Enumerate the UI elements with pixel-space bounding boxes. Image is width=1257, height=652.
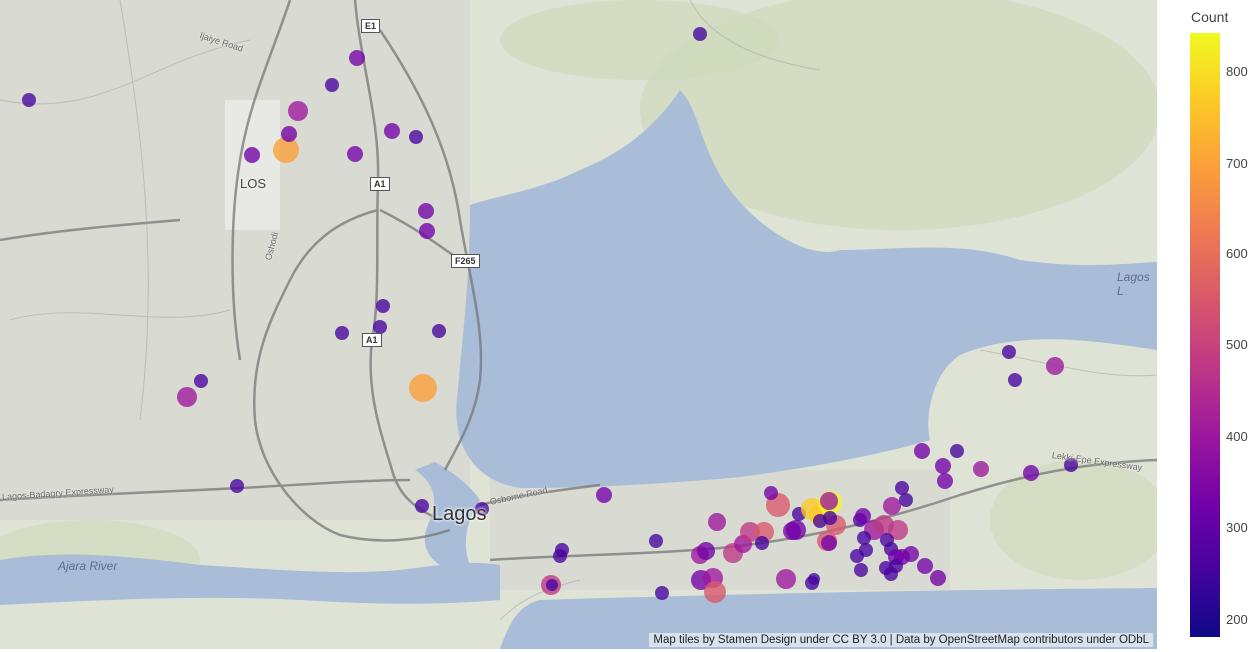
data-marker-56[interactable] bbox=[776, 569, 796, 589]
colorbar-gradient bbox=[1190, 33, 1220, 637]
data-marker-31[interactable] bbox=[708, 513, 726, 531]
data-marker-3[interactable] bbox=[349, 50, 365, 66]
data-marker-10[interactable] bbox=[384, 123, 400, 139]
data-marker-22[interactable] bbox=[415, 499, 429, 513]
data-marker-84[interactable] bbox=[950, 444, 964, 458]
data-marker-81[interactable] bbox=[914, 443, 930, 459]
road-shield-a1-south: A1 bbox=[362, 333, 382, 347]
colorbar-tick-600: 600 bbox=[1226, 246, 1248, 261]
data-marker-67[interactable] bbox=[857, 531, 871, 545]
data-marker-28[interactable] bbox=[546, 579, 558, 591]
data-marker-30[interactable] bbox=[655, 586, 669, 600]
road-shield-a1-north: A1 bbox=[370, 177, 390, 191]
colorbar-tick-400: 400 bbox=[1226, 429, 1248, 444]
data-marker-13[interactable] bbox=[419, 223, 435, 239]
data-marker-83[interactable] bbox=[937, 473, 953, 489]
data-marker-85[interactable] bbox=[973, 461, 989, 477]
data-marker-12[interactable] bbox=[418, 203, 434, 219]
data-marker-66[interactable] bbox=[899, 493, 913, 507]
data-marker-90[interactable] bbox=[1008, 373, 1022, 387]
data-marker-9[interactable] bbox=[347, 146, 363, 162]
map-view[interactable]: E1 A1 F265 A1 Ijaiye Road Oshodi Lagos-B… bbox=[0, 0, 1157, 649]
data-marker-36[interactable] bbox=[704, 581, 726, 603]
data-marker-86[interactable] bbox=[1023, 465, 1039, 481]
data-marker-24[interactable] bbox=[596, 487, 612, 503]
data-marker-75[interactable] bbox=[903, 546, 919, 562]
colorbar-tick-800: 800 bbox=[1226, 64, 1248, 79]
data-marker-87[interactable] bbox=[1064, 458, 1078, 472]
data-marker-11[interactable] bbox=[409, 130, 423, 144]
data-marker-78[interactable] bbox=[889, 559, 903, 573]
airport-label: LOS bbox=[240, 176, 267, 191]
road-shield-f265: F265 bbox=[451, 254, 480, 268]
data-marker-1[interactable] bbox=[22, 93, 36, 107]
colorbar-tick-200: 200 bbox=[1226, 612, 1248, 627]
data-marker-39[interactable] bbox=[740, 522, 760, 542]
data-marker-18[interactable] bbox=[194, 374, 208, 388]
data-marker-6[interactable] bbox=[273, 137, 299, 163]
data-marker-63[interactable] bbox=[888, 520, 908, 540]
data-marker-60[interactable] bbox=[855, 508, 871, 524]
data-marker-50[interactable] bbox=[820, 492, 838, 510]
data-marker-5[interactable] bbox=[288, 101, 308, 121]
river-label: Ajara River bbox=[58, 559, 118, 573]
data-marker-19[interactable] bbox=[177, 387, 197, 407]
data-marker-2[interactable] bbox=[693, 27, 707, 41]
data-marker-23[interactable] bbox=[475, 502, 489, 516]
data-marker-64[interactable] bbox=[883, 497, 901, 515]
data-marker-21[interactable] bbox=[230, 479, 244, 493]
colorbar-tick-700: 700 bbox=[1226, 156, 1248, 171]
data-marker-4[interactable] bbox=[325, 78, 339, 92]
data-marker-17[interactable] bbox=[432, 324, 446, 338]
city-label: Lagos bbox=[432, 503, 487, 525]
colorbar-title: Count bbox=[1191, 9, 1229, 25]
data-marker-82[interactable] bbox=[935, 458, 951, 474]
data-marker-69[interactable] bbox=[850, 549, 864, 563]
data-marker-88[interactable] bbox=[1046, 357, 1064, 375]
data-marker-26[interactable] bbox=[553, 549, 567, 563]
map-attribution: Map tiles by Stamen Design under CC BY 3… bbox=[649, 633, 1153, 647]
data-marker-65[interactable] bbox=[895, 481, 909, 495]
data-marker-43[interactable] bbox=[755, 536, 769, 550]
colorbar-tick-500: 500 bbox=[1226, 337, 1248, 352]
data-marker-54[interactable] bbox=[813, 514, 827, 528]
data-marker-58[interactable] bbox=[808, 573, 820, 585]
data-marker-45[interactable] bbox=[786, 520, 806, 540]
data-marker-15[interactable] bbox=[373, 320, 387, 334]
data-marker-20[interactable] bbox=[409, 374, 437, 402]
data-marker-7[interactable] bbox=[281, 126, 297, 142]
marker-layer bbox=[22, 27, 1078, 603]
lagoon-label: Lagos L bbox=[1117, 270, 1150, 298]
data-marker-14[interactable] bbox=[376, 299, 390, 313]
data-marker-16[interactable] bbox=[335, 326, 349, 340]
data-marker-42[interactable] bbox=[764, 486, 778, 500]
data-marker-80[interactable] bbox=[930, 570, 946, 586]
data-marker-33[interactable] bbox=[697, 542, 715, 560]
data-marker-29[interactable] bbox=[649, 534, 663, 548]
data-marker-55[interactable] bbox=[821, 535, 837, 551]
data-marker-89[interactable] bbox=[1002, 345, 1016, 359]
data-marker-8[interactable] bbox=[244, 147, 260, 163]
data-marker-70[interactable] bbox=[854, 563, 868, 577]
data-marker-79[interactable] bbox=[917, 558, 933, 574]
colorbar-tick-300: 300 bbox=[1226, 520, 1248, 535]
map-base bbox=[0, 0, 1157, 649]
colorbar: Count 800 700 600 500 400 300 200 bbox=[1157, 0, 1257, 652]
road-shield-e1: E1 bbox=[361, 19, 381, 33]
